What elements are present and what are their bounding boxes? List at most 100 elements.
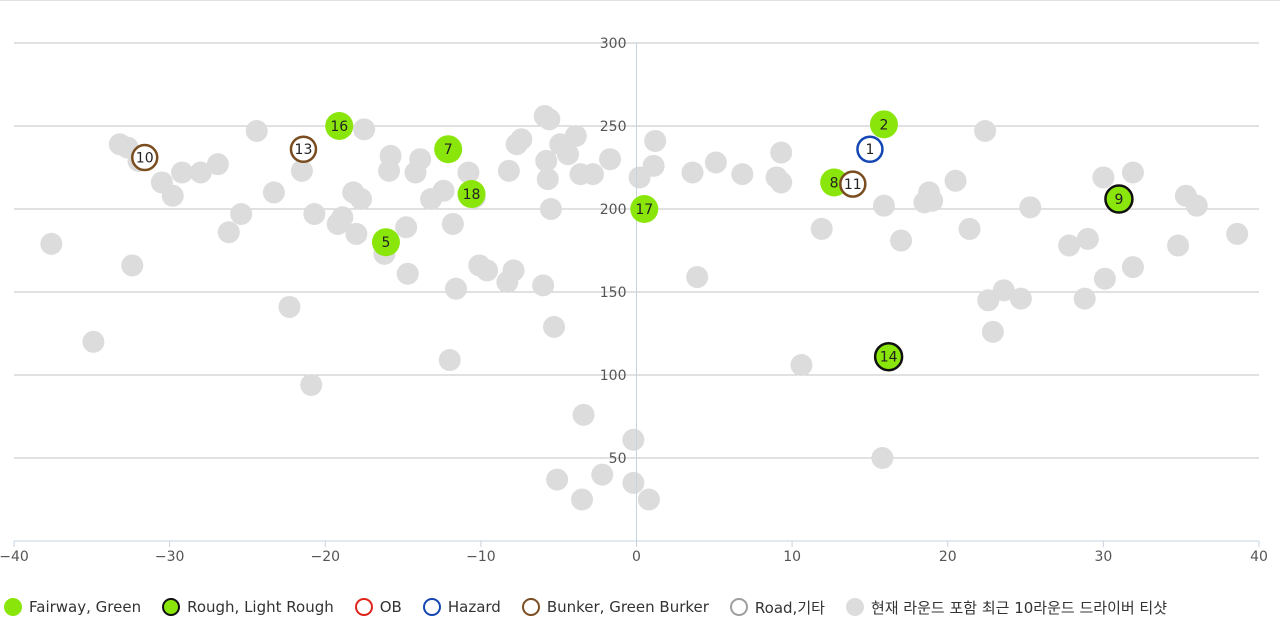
history-point bbox=[686, 266, 709, 289]
shot-label: 5 bbox=[381, 235, 390, 251]
legend-label-bunker: Bunker, Green Burker bbox=[546, 598, 709, 616]
history-point bbox=[944, 169, 967, 192]
shot-marker-bunker bbox=[289, 135, 318, 163]
history-point bbox=[890, 229, 913, 252]
y-tick-label: 300 bbox=[600, 36, 627, 52]
history-point bbox=[171, 161, 194, 184]
legend-item-road[interactable]: Road,기타 bbox=[729, 597, 825, 618]
history-point bbox=[1009, 287, 1032, 310]
shot-marker-fairway bbox=[869, 110, 898, 139]
history-point bbox=[300, 373, 323, 396]
legend-item-ob[interactable]: OB bbox=[354, 598, 402, 616]
history-point bbox=[331, 206, 354, 229]
shot-label: 8 bbox=[830, 175, 839, 191]
legend-item-hazard[interactable]: Hazard bbox=[422, 598, 501, 616]
x-tick-label: −40 bbox=[0, 549, 29, 565]
shot-label: 1 bbox=[865, 142, 874, 158]
legend: Fairway, Green Rough, Light Rough OB Hazard… bbox=[0, 596, 1188, 618]
history-point bbox=[438, 349, 461, 372]
y-tick-label: 50 bbox=[609, 451, 627, 467]
history-point bbox=[642, 154, 665, 177]
history-point bbox=[1093, 267, 1116, 290]
history-point bbox=[872, 194, 895, 217]
shot-marker-fairway bbox=[371, 228, 400, 257]
history-point bbox=[350, 188, 373, 211]
history-point bbox=[502, 259, 525, 282]
history-point bbox=[543, 315, 566, 338]
history-point bbox=[444, 277, 467, 300]
shot-marker-rough bbox=[1104, 184, 1134, 214]
shot-marker-hazard bbox=[856, 135, 884, 163]
shot-label: 17 bbox=[635, 202, 653, 218]
shot-label: 16 bbox=[330, 119, 348, 135]
history-point bbox=[303, 202, 326, 225]
y-tick-label: 100 bbox=[600, 368, 627, 384]
history-point bbox=[557, 143, 580, 166]
history-point bbox=[441, 212, 464, 235]
history-point bbox=[1092, 166, 1115, 189]
shot-label: 11 bbox=[844, 177, 862, 193]
legend-item-fairway[interactable]: Fairway, Green bbox=[4, 598, 141, 616]
history-point bbox=[278, 295, 301, 318]
x-tick-label: −10 bbox=[466, 549, 496, 565]
legend-swatch-fairway bbox=[4, 598, 22, 616]
history-point bbox=[637, 488, 660, 511]
history-point bbox=[704, 151, 727, 174]
history-point bbox=[538, 108, 561, 131]
shot-points: 12 5 7 8 9 10 11 13 14 16 17 18 bbox=[130, 110, 1134, 372]
shot-marker-bunker bbox=[839, 170, 867, 198]
legend-item-bunker[interactable]: Bunker, Green Burker bbox=[521, 598, 709, 616]
history-point bbox=[510, 128, 533, 151]
history-point bbox=[644, 129, 667, 152]
history-point bbox=[536, 168, 559, 191]
history-point bbox=[591, 463, 614, 486]
history-point bbox=[1121, 256, 1144, 279]
history-point bbox=[432, 179, 455, 202]
history-point bbox=[395, 216, 418, 239]
shot-label: 7 bbox=[444, 142, 453, 158]
history-point bbox=[974, 119, 997, 142]
y-tick-label: 250 bbox=[600, 119, 627, 135]
shot-marker-fairway bbox=[434, 135, 463, 164]
history-point bbox=[921, 189, 944, 212]
history-point bbox=[992, 279, 1015, 302]
history-point bbox=[981, 320, 1004, 343]
legend-label-hazard: Hazard bbox=[447, 598, 501, 616]
history-point bbox=[206, 153, 229, 176]
shot-marker-fairway bbox=[630, 195, 659, 223]
legend-label-history: 현재 라운드 포함 최근 10라운드 드라이버 티샷 bbox=[870, 598, 1168, 617]
history-point bbox=[546, 468, 569, 491]
shot-label: 14 bbox=[880, 350, 898, 366]
axes: −40 −30 −20 −10 0 10 20 30 40 50 100 150 200 250 300 bbox=[0, 36, 1268, 565]
history-point bbox=[245, 119, 268, 142]
shot-label: 10 bbox=[136, 151, 154, 167]
history-point bbox=[121, 254, 144, 277]
history-point bbox=[810, 217, 833, 240]
x-tick-label: −20 bbox=[310, 549, 340, 565]
y-tick-label: 200 bbox=[600, 202, 627, 218]
shot-marker-bunker bbox=[130, 143, 159, 172]
legend-swatch-hazard bbox=[422, 598, 441, 616]
x-tick-label: −30 bbox=[155, 549, 185, 565]
history-point bbox=[770, 141, 793, 164]
x-tick-label: 40 bbox=[1250, 549, 1268, 565]
x-tick-label: 30 bbox=[1094, 549, 1112, 565]
history-point bbox=[532, 274, 555, 297]
legend-label-fairway: Fairway, Green bbox=[29, 598, 142, 616]
history-point bbox=[379, 144, 402, 167]
legend-label-road: Road,기타 bbox=[754, 598, 825, 617]
legend-label-ob: OB bbox=[379, 598, 402, 616]
history-point bbox=[681, 161, 704, 184]
history-point bbox=[345, 222, 368, 245]
legend-item-rough[interactable]: Rough, Light Rough bbox=[162, 598, 334, 616]
history-point bbox=[189, 161, 212, 184]
history-point bbox=[581, 163, 604, 186]
history-point bbox=[457, 161, 480, 184]
legend-swatch-bunker bbox=[521, 598, 540, 616]
history-point bbox=[353, 118, 376, 141]
history-point bbox=[564, 124, 587, 147]
shot-marker-rough bbox=[873, 341, 904, 372]
legend-item-history[interactable]: 현재 라운드 포함 최근 10라운드 드라이버 티샷 bbox=[845, 597, 1168, 618]
history-point bbox=[290, 159, 313, 182]
